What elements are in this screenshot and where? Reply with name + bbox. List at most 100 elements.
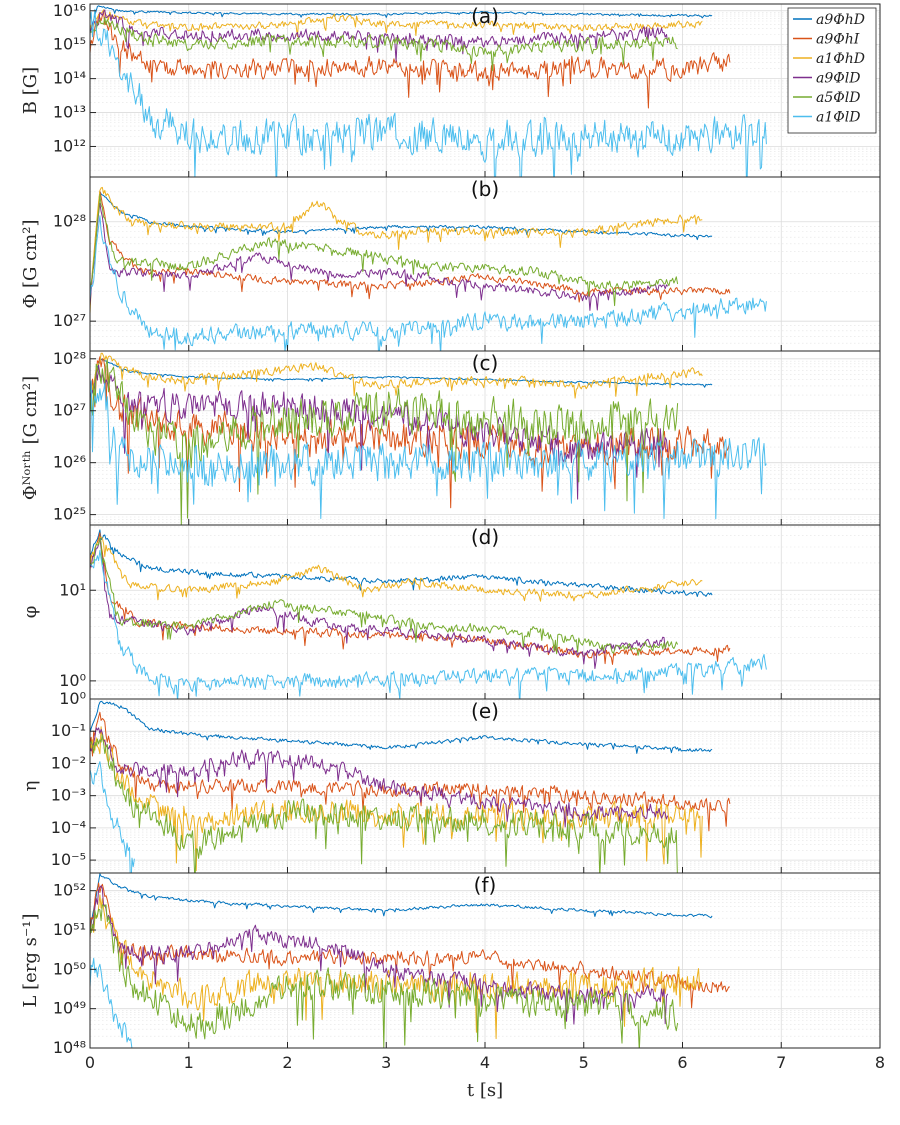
series-line-a5lD-e <box>90 734 678 873</box>
x-tick-label: 1 <box>184 1053 194 1072</box>
x-tick-label: 8 <box>875 1053 885 1072</box>
legend-label-a5lD: a5ΦlD <box>816 90 860 106</box>
legend-label-a9lD: a9ΦlD <box>816 71 860 87</box>
series-line-a9hD-f <box>90 873 713 931</box>
y-axis-label-a: B [G] <box>20 67 41 114</box>
y-tick-label: 10²⁷ <box>53 311 86 330</box>
x-tick-label: 0 <box>85 1053 95 1072</box>
series-line-a9hD-c <box>90 357 713 400</box>
x-tick-label: 3 <box>381 1053 391 1072</box>
panel-c: 10²⁵ 10²⁶ 10²⁷ 10²⁸ Φᴺᵒʳᵗʰ [G cm²] (c) <box>20 349 881 526</box>
series-line-a1hD-d <box>90 536 703 602</box>
y-axis-label-d: φ <box>20 606 41 619</box>
panel-d: 10⁰ 10¹ φ (d) <box>20 524 881 700</box>
series-line-a9lD-c <box>90 364 669 500</box>
y-tick-label: 10¹³ <box>53 103 86 122</box>
y-tick-label: 10⁴⁹ <box>53 999 86 1018</box>
series-line-a5lD-c <box>90 359 679 525</box>
y-tick-label: 10¹ <box>59 580 86 599</box>
series-line-a1lD-e <box>90 761 135 873</box>
y-tick-label: 10²⁸ <box>53 212 86 231</box>
panel-a: 10¹² 10¹³ 10¹⁴ 10¹⁵ 10¹⁶ B [G] (a) <box>20 1 881 178</box>
x-axis: 0 1 2 3 4 5 6 7 8 t [s] <box>85 1053 885 1101</box>
series-line-a1hD-a <box>90 9 703 37</box>
series-line-a9lD-d <box>90 537 668 669</box>
series-line-a1lD-f <box>90 957 133 1048</box>
y-tick-label: 10⁻³ <box>51 786 86 805</box>
series-group-b <box>90 186 767 351</box>
panel-title-b: (b) <box>471 177 499 201</box>
series-line-a1hD-c <box>90 352 703 401</box>
series-line-a1lD-b <box>90 215 767 351</box>
series-line-a9hI-c <box>90 356 731 509</box>
x-tick-label: 6 <box>677 1053 687 1072</box>
y-tick-label: 10²⁷ <box>53 401 86 420</box>
y-tick-label: 10⁴⁸ <box>53 1038 86 1057</box>
y-axis-label-e: η <box>20 781 41 792</box>
series-line-a9hD-d <box>90 529 713 597</box>
series-group-f <box>90 873 730 1048</box>
y-axis-label-c: Φᴺᵒʳᵗʰ [G cm²] <box>20 376 41 500</box>
y-tick-label: 10⁵² <box>53 881 86 900</box>
x-tick-label: 4 <box>480 1053 490 1072</box>
series-line-a5lD-d <box>90 537 679 656</box>
panel-e: 10⁻⁵ 10⁻⁴ 10⁻³ 10⁻² 10⁻¹ 10⁰ η (e) <box>20 689 881 874</box>
series-line-a1hD-b <box>90 186 703 315</box>
legend-label-a9hI: a9ΦhI <box>816 32 860 48</box>
series-line-a9hI-d <box>90 532 731 665</box>
series-line-a5lD-b <box>90 193 679 307</box>
series-line-a1hD-f <box>90 894 703 1040</box>
x-axis-label: t [s] <box>467 1080 503 1101</box>
y-tick-label: 10²⁵ <box>53 505 86 524</box>
legend-label-a1hD: a1ΦhD <box>816 51 865 67</box>
series-line-a9lD-e <box>90 727 669 828</box>
series-line-a1lD-d <box>90 550 767 699</box>
legend-label-a9hD: a9ΦhD <box>816 12 865 28</box>
y-tick-label: 10²⁸ <box>53 349 86 368</box>
series-line-a1lD-a <box>90 8 767 177</box>
legend: a9ΦhD a9ΦhI a1ΦhD a9ΦlD a5ΦlD a1ΦlD <box>787 7 877 134</box>
panel-title-e: (e) <box>471 699 499 723</box>
series-line-a1hD-e <box>90 726 703 872</box>
series-line-a9hI-f <box>90 882 730 1009</box>
series-group-c <box>90 352 767 525</box>
y-tick-label: 10²⁶ <box>53 453 86 472</box>
y-axis-label-b: Φ [G cm²] <box>20 220 41 309</box>
y-tick-label: 10⁵⁰ <box>53 959 86 978</box>
y-tick-label: 10⁵¹ <box>53 920 86 939</box>
panel-b: 10²⁷ 10²⁸ Φ [G cm²] (b) <box>20 176 881 352</box>
series-group-a <box>90 5 767 177</box>
y-tick-label: 10⁻⁵ <box>51 850 86 869</box>
series-line-a9hD-b <box>90 190 713 301</box>
series-line-a9hD-e <box>90 700 713 754</box>
series-line-a9lD-a <box>90 9 669 62</box>
x-tick-label: 2 <box>282 1053 292 1072</box>
panel-f: 10⁴⁸ 10⁴⁹ 10⁵⁰ 10⁵¹ 10⁵² L [erg s⁻¹] (f) <box>20 872 881 1057</box>
legend-box <box>787 7 877 134</box>
y-tick-label: 10¹⁴ <box>53 69 86 88</box>
series-line-a9lD-b <box>90 202 669 311</box>
x-tick-label: 5 <box>579 1053 589 1072</box>
panel-title-c: (c) <box>472 351 499 375</box>
series-line-a1lD-c <box>90 380 767 520</box>
y-axis-label-f: L [erg s⁻¹] <box>20 913 41 1007</box>
y-tick-label: 10⁻⁴ <box>51 818 86 837</box>
series-line-a9hI-e <box>90 711 731 832</box>
x-tick-label: 7 <box>776 1053 786 1072</box>
series-line-a9hD-a <box>90 5 713 31</box>
y-tick-label: 10¹⁶ <box>53 1 86 20</box>
y-tick-label: 10⁰ <box>59 689 86 708</box>
panel-title-f: (f) <box>474 873 497 897</box>
legend-label-a1lD: a1ΦlD <box>816 110 860 126</box>
series-group-e <box>90 700 731 873</box>
y-tick-label: 10¹² <box>53 136 86 155</box>
y-tick-label: 10⁻² <box>51 753 86 772</box>
y-tick-label: 10¹⁵ <box>53 35 86 54</box>
y-tick-label: 10⁰ <box>59 671 86 690</box>
y-tick-label: 10⁻¹ <box>51 721 86 740</box>
series-group-d <box>90 529 767 699</box>
panel-title-a: (a) <box>471 4 499 28</box>
